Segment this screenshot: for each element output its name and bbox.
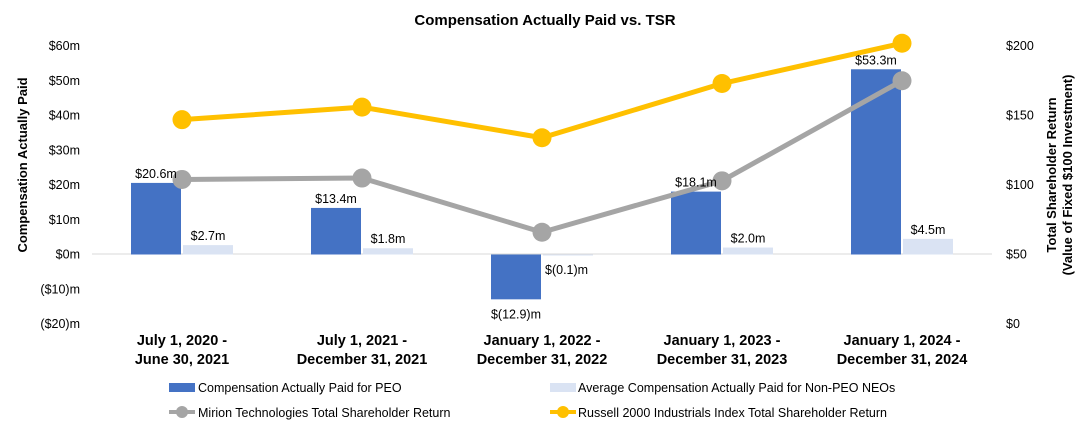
category-label-0-0: July 1, 2020 - bbox=[137, 333, 227, 349]
bar-label-peo-1: $13.4m bbox=[315, 192, 357, 206]
legend-swatch-neo bbox=[550, 383, 576, 392]
y-tick-label-0: $60m bbox=[49, 39, 80, 53]
legend-label-neo: Average Compensation Actually Paid for N… bbox=[578, 381, 895, 395]
bar-neo-1 bbox=[363, 248, 413, 255]
y-axis-ticks: $60m $50m $40m $30m $20m $10m $0m ($10)m ($20)m bbox=[40, 39, 80, 331]
bar-neo-4 bbox=[903, 238, 953, 255]
y2-tick-label-4: $0 bbox=[1006, 317, 1020, 331]
category-label-0-1: June 30, 2021 bbox=[135, 352, 229, 368]
legend-marker-russell bbox=[557, 406, 569, 418]
tsr-lines bbox=[172, 33, 912, 242]
bar-peo-1 bbox=[311, 207, 361, 255]
point-russell-3 bbox=[712, 74, 732, 94]
legend-label-mirion: Mirion Technologies Total Shareholder Re… bbox=[198, 406, 451, 420]
bar-label-peo-2: $(12.9)m bbox=[491, 307, 541, 321]
bar-label-neo-2: $(0.1)m bbox=[545, 263, 588, 277]
point-mirion-2 bbox=[532, 222, 552, 242]
bar-label-neo-1: $1.8m bbox=[371, 232, 406, 246]
bar-label-neo-3: $2.0m bbox=[731, 232, 766, 246]
point-mirion-0 bbox=[172, 169, 192, 189]
category-label-4-0: January 1, 2024 - bbox=[844, 333, 961, 349]
category-label-4-1: December 31, 2024 bbox=[837, 352, 968, 368]
line-mirion bbox=[181, 78, 904, 235]
y-tick-label-4: $20m bbox=[49, 178, 80, 192]
bar-label-neo-0: $2.7m bbox=[191, 229, 226, 243]
point-mirion-1 bbox=[352, 168, 372, 188]
category-label-3-1: December 31, 2023 bbox=[657, 352, 788, 368]
y-tick-label-7: ($10)m bbox=[40, 282, 80, 296]
category-label-3-0: January 1, 2023 - bbox=[664, 333, 781, 349]
bar-data-labels: $20.6m $13.4m $(12.9)m $18.1m $53.3m $2.7m $1.… bbox=[135, 53, 945, 321]
bar-label-peo-4: $53.3m bbox=[855, 53, 897, 67]
point-russell-4 bbox=[892, 33, 912, 53]
category-label-2-1: December 31, 2022 bbox=[477, 352, 608, 368]
legend-label-peo: Compensation Actually Paid for PEO bbox=[198, 381, 402, 395]
category-label-2-0: January 1, 2022 - bbox=[484, 333, 601, 349]
y2-axis-ticks: $200 $150 $100 $50 $0 bbox=[1006, 39, 1034, 331]
point-russell-0 bbox=[172, 110, 192, 130]
y-tick-label-8: ($20)m bbox=[40, 317, 80, 331]
legend-marker-mirion bbox=[176, 406, 188, 418]
y2-tick-label-3: $50 bbox=[1006, 248, 1027, 262]
legend-label-russell: Russell 2000 Industrials Index Total Sha… bbox=[578, 406, 887, 420]
bar-peo-3 bbox=[671, 191, 721, 255]
y-tick-label-3: $30m bbox=[49, 143, 80, 157]
y-axis-title: Compensation Actually Paid bbox=[15, 77, 30, 252]
y2-tick-label-2: $100 bbox=[1006, 178, 1034, 192]
bars bbox=[131, 69, 953, 300]
bar-neo-3 bbox=[723, 247, 773, 255]
chart-title: Compensation Actually Paid vs. TSR bbox=[414, 12, 675, 29]
legend-swatch-peo bbox=[169, 383, 195, 392]
bar-neo-0 bbox=[183, 245, 233, 255]
point-mirion-3 bbox=[712, 171, 732, 191]
point-russell-1 bbox=[352, 97, 372, 117]
point-mirion-4 bbox=[892, 71, 912, 91]
y-tick-label-2: $40m bbox=[49, 109, 80, 123]
bar-peo-2 bbox=[491, 254, 541, 300]
bar-neo-2 bbox=[543, 254, 593, 256]
category-labels: July 1, 2020 - June 30, 2021 July 1, 2021 … bbox=[135, 333, 967, 368]
line-russell bbox=[181, 40, 903, 141]
y2-tick-label-0: $200 bbox=[1006, 39, 1034, 53]
bar-label-neo-4: $4.5m bbox=[911, 223, 946, 237]
legend: Compensation Actually Paid for PEO Avera… bbox=[169, 381, 895, 420]
y2-tick-label-1: $150 bbox=[1006, 109, 1034, 123]
y-tick-label-6: $0m bbox=[56, 248, 80, 262]
y2-axis-title-line2: (Value of Fixed $100 Investment) bbox=[1060, 75, 1075, 276]
bar-label-peo-0: $20.6m bbox=[135, 167, 177, 181]
category-label-1-1: December 31, 2021 bbox=[297, 352, 428, 368]
y-tick-label-1: $50m bbox=[49, 74, 80, 88]
y-tick-label-5: $10m bbox=[49, 213, 80, 227]
y2-axis-title-line1: Total Shareholder Return bbox=[1044, 97, 1059, 252]
bar-label-peo-3: $18.1m bbox=[675, 176, 717, 190]
bar-peo-4 bbox=[851, 69, 901, 255]
category-label-1-0: July 1, 2021 - bbox=[317, 333, 407, 349]
point-russell-2 bbox=[532, 128, 552, 148]
bar-peo-0 bbox=[131, 182, 181, 255]
